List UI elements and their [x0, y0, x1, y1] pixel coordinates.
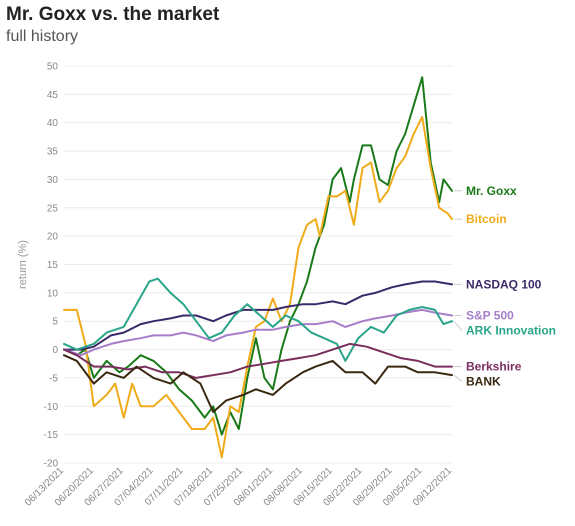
- y-tick-label: 10: [47, 288, 59, 299]
- y-tick-label: 35: [47, 147, 59, 158]
- y-axis-label: return (%): [17, 240, 29, 289]
- y-tick-label: 40: [47, 118, 59, 129]
- y-tick-label: 15: [47, 260, 59, 271]
- series-label-s-p-500: S&P 500: [466, 309, 514, 323]
- series-line-ark-innovation: [63, 277, 453, 362]
- y-tick-label: 30: [47, 175, 59, 186]
- series-line-bank: [63, 354, 453, 413]
- series-line-s-p-500: [63, 308, 453, 357]
- y-tick-label: 20: [47, 232, 59, 243]
- gridlines: [64, 65, 452, 464]
- series-label-berkshire: Berkshire: [466, 360, 522, 374]
- chart-subtitle: full history: [6, 28, 79, 45]
- series-lines: [63, 76, 453, 459]
- series-line-nasdaq-100: [63, 280, 453, 351]
- y-tick-label: -10: [44, 402, 59, 413]
- series-line-mr-goxx: [63, 76, 453, 436]
- series-line-berkshire: [63, 342, 453, 379]
- y-tick-label: 45: [47, 90, 59, 101]
- y-tick-label: -5: [49, 373, 58, 384]
- series-label-leader: [453, 374, 463, 382]
- x-axis-ticks: 06/13/202106/20/202106/27/202107/04/2021…: [23, 465, 454, 508]
- series-label-bitcoin: Bitcoin: [466, 212, 507, 226]
- series-label-nasdaq-100: NASDAQ 100: [466, 277, 542, 291]
- series-label-ark-innovation: ARK Innovation: [466, 324, 556, 338]
- y-tick-label: 5: [52, 317, 58, 328]
- series-label-leader: [453, 320, 463, 331]
- chart-title: Mr. Goxx vs. the market: [6, 4, 220, 25]
- series-label-mr-goxx: Mr. Goxx: [466, 184, 517, 198]
- y-tick-label: 50: [47, 62, 59, 73]
- y-tick-label: -20: [44, 459, 59, 470]
- y-tick-label: 25: [47, 203, 59, 214]
- y-tick-label: 0: [52, 345, 58, 356]
- y-tick-label: -15: [44, 430, 59, 441]
- series-label-bank: BANK: [466, 375, 501, 389]
